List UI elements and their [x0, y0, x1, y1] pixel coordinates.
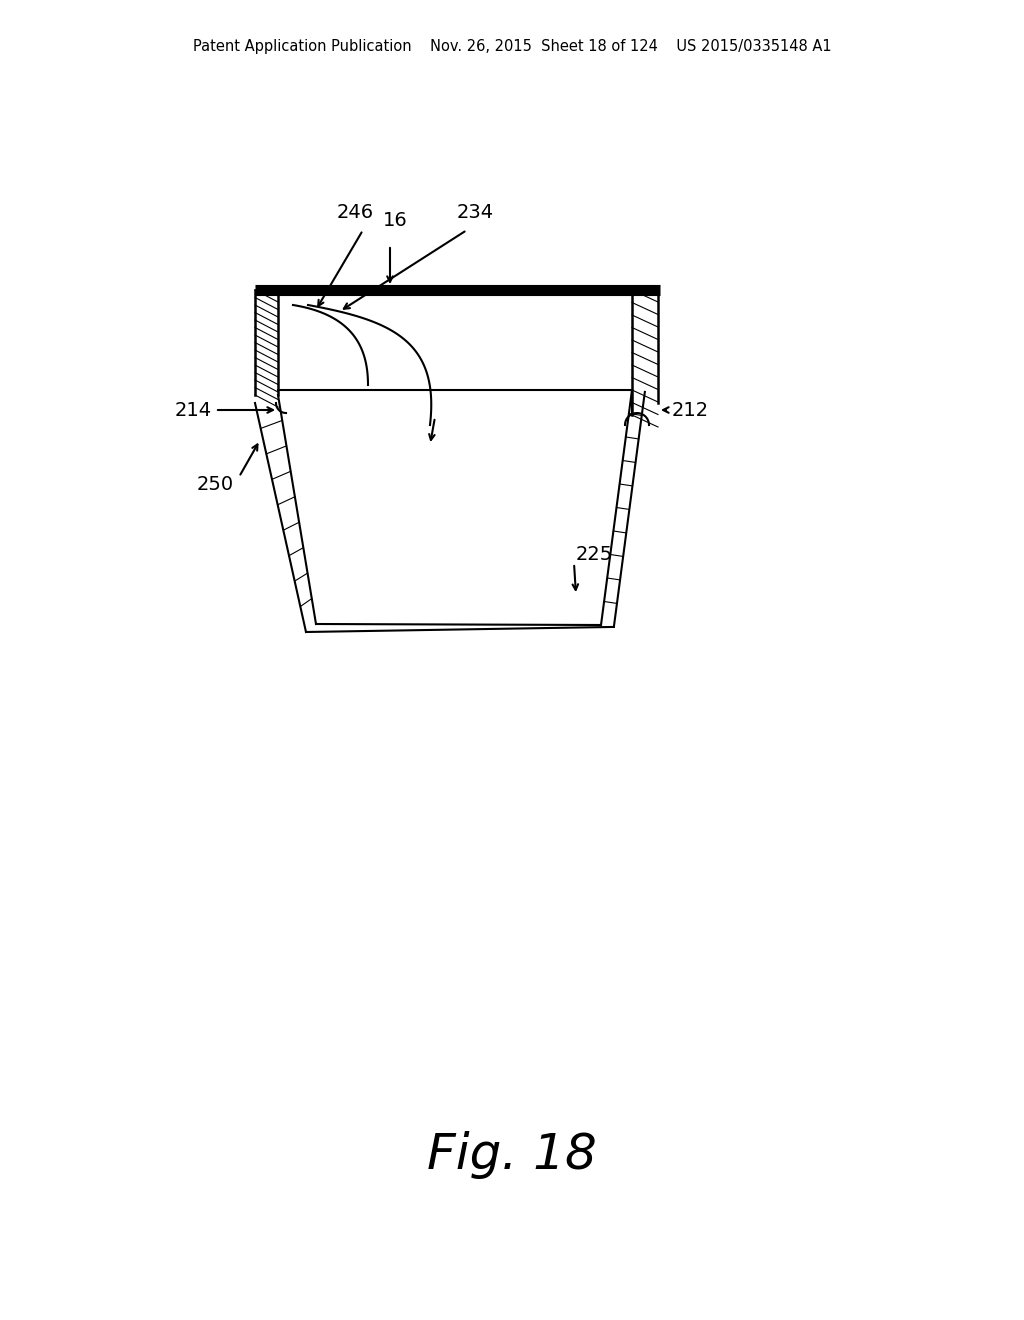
Text: 250: 250 [197, 475, 234, 495]
Text: 16: 16 [383, 211, 408, 230]
Text: Patent Application Publication    Nov. 26, 2015  Sheet 18 of 124    US 2015/0335: Patent Application Publication Nov. 26, … [193, 40, 831, 54]
Text: 214: 214 [175, 400, 212, 420]
Text: 234: 234 [457, 203, 494, 222]
Text: 212: 212 [672, 400, 710, 420]
Text: Fig. 18: Fig. 18 [427, 1131, 597, 1179]
Text: 225: 225 [575, 545, 613, 565]
Text: 246: 246 [337, 203, 374, 222]
